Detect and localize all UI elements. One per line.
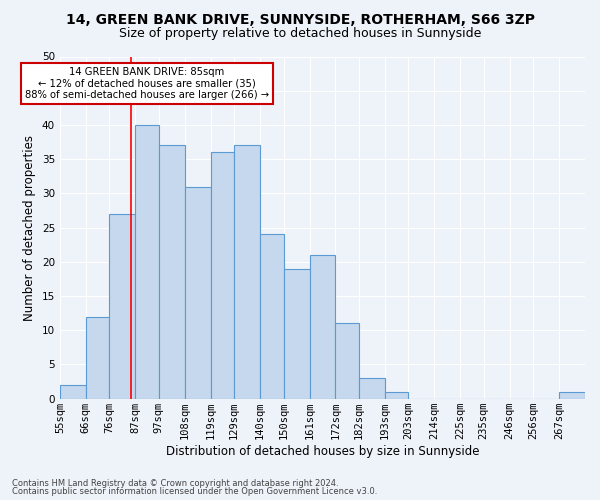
Bar (359, 378, 385, 398)
Y-axis label: Number of detached properties: Number of detached properties (23, 134, 36, 320)
Bar (260, 234, 284, 398)
Text: 14, GREEN BANK DRIVE, SUNNYSIDE, ROTHERHAM, S66 3ZP: 14, GREEN BANK DRIVE, SUNNYSIDE, ROTHERH… (65, 12, 535, 26)
Bar (60, 385, 86, 398)
Bar (109, 214, 135, 398)
Bar (135, 125, 159, 398)
Bar (86, 316, 109, 398)
Bar (234, 146, 260, 398)
Text: Size of property relative to detached houses in Sunnyside: Size of property relative to detached ho… (119, 28, 481, 40)
Text: Contains HM Land Registry data © Crown copyright and database right 2024.: Contains HM Land Registry data © Crown c… (12, 478, 338, 488)
Bar (284, 268, 310, 398)
Bar (159, 146, 185, 398)
Bar (335, 324, 359, 398)
Bar (185, 186, 211, 398)
Bar (385, 392, 409, 398)
Bar (211, 152, 234, 398)
Text: 14 GREEN BANK DRIVE: 85sqm
← 12% of detached houses are smaller (35)
88% of semi: 14 GREEN BANK DRIVE: 85sqm ← 12% of deta… (25, 67, 269, 100)
X-axis label: Distribution of detached houses by size in Sunnyside: Distribution of detached houses by size … (166, 444, 479, 458)
Text: Contains public sector information licensed under the Open Government Licence v3: Contains public sector information licen… (12, 487, 377, 496)
Bar (310, 255, 335, 398)
Bar (559, 392, 585, 398)
